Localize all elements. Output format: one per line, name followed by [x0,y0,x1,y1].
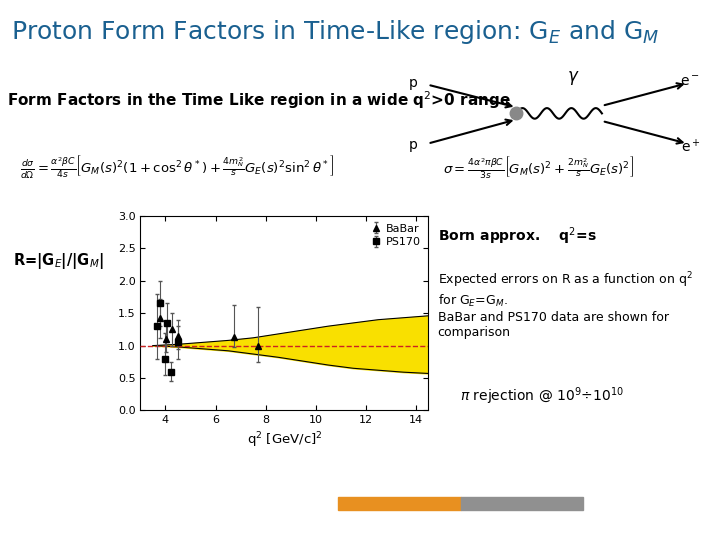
Text: $\sigma = \frac{4\alpha^2\pi\beta C}{3s}\left[G_M(s)^2+\frac{2m_N^2}{s}G_E(s)^2\: $\sigma = \frac{4\alpha^2\pi\beta C}{3s}… [444,154,634,180]
Text: $\pi$ rejection @ 10$^9$$\div$10$^{10}$: $\pi$ rejection @ 10$^9$$\div$10$^{10}$ [460,385,624,407]
Text: Proton Form Factors in Time-Like region: G$_E$ and G$_M$: Proton Form Factors in Time-Like region:… [11,18,660,45]
Text: $\gamma$: $\gamma$ [567,69,580,87]
Text: e$^-$: e$^-$ [680,75,700,89]
Text: $\frac{d\sigma}{d\Omega} = \frac{\alpha^2\beta C}{4s}\left[G_M(s)^2(1+\cos^2\the: $\frac{d\sigma}{d\Omega} = \frac{\alpha^… [19,154,334,181]
Text: Paola Gianotti – INFN: Paola Gianotti – INFN [7,518,138,532]
Text: R=|G$_E$|/|G$_M$|: R=|G$_E$|/|G$_M$| [13,251,104,271]
Legend: BaBar, PS170: BaBar, PS170 [366,221,423,249]
Text: Born approx.    q$^2$=s: Born approx. q$^2$=s [438,226,596,247]
Text: Form Factors in the Time Like region in a wide q$^2$>0 range: Form Factors in the Time Like region in … [7,89,511,111]
Text: e$^+$: e$^+$ [680,138,700,156]
Bar [461,497,583,510]
Text: 31: 31 [688,518,709,532]
Text: Expected errors on R as a function on q$^2$
for G$_E$=G$_M$.
BaBar and PS170 dat: Expected errors on R as a function on q$… [438,271,693,339]
X-axis label: q$^2$ [GeV/c]$^2$: q$^2$ [GeV/c]$^2$ [247,431,322,450]
Text: p: p [409,76,418,90]
Text: p: p [409,138,418,152]
Bar [338,497,461,510]
